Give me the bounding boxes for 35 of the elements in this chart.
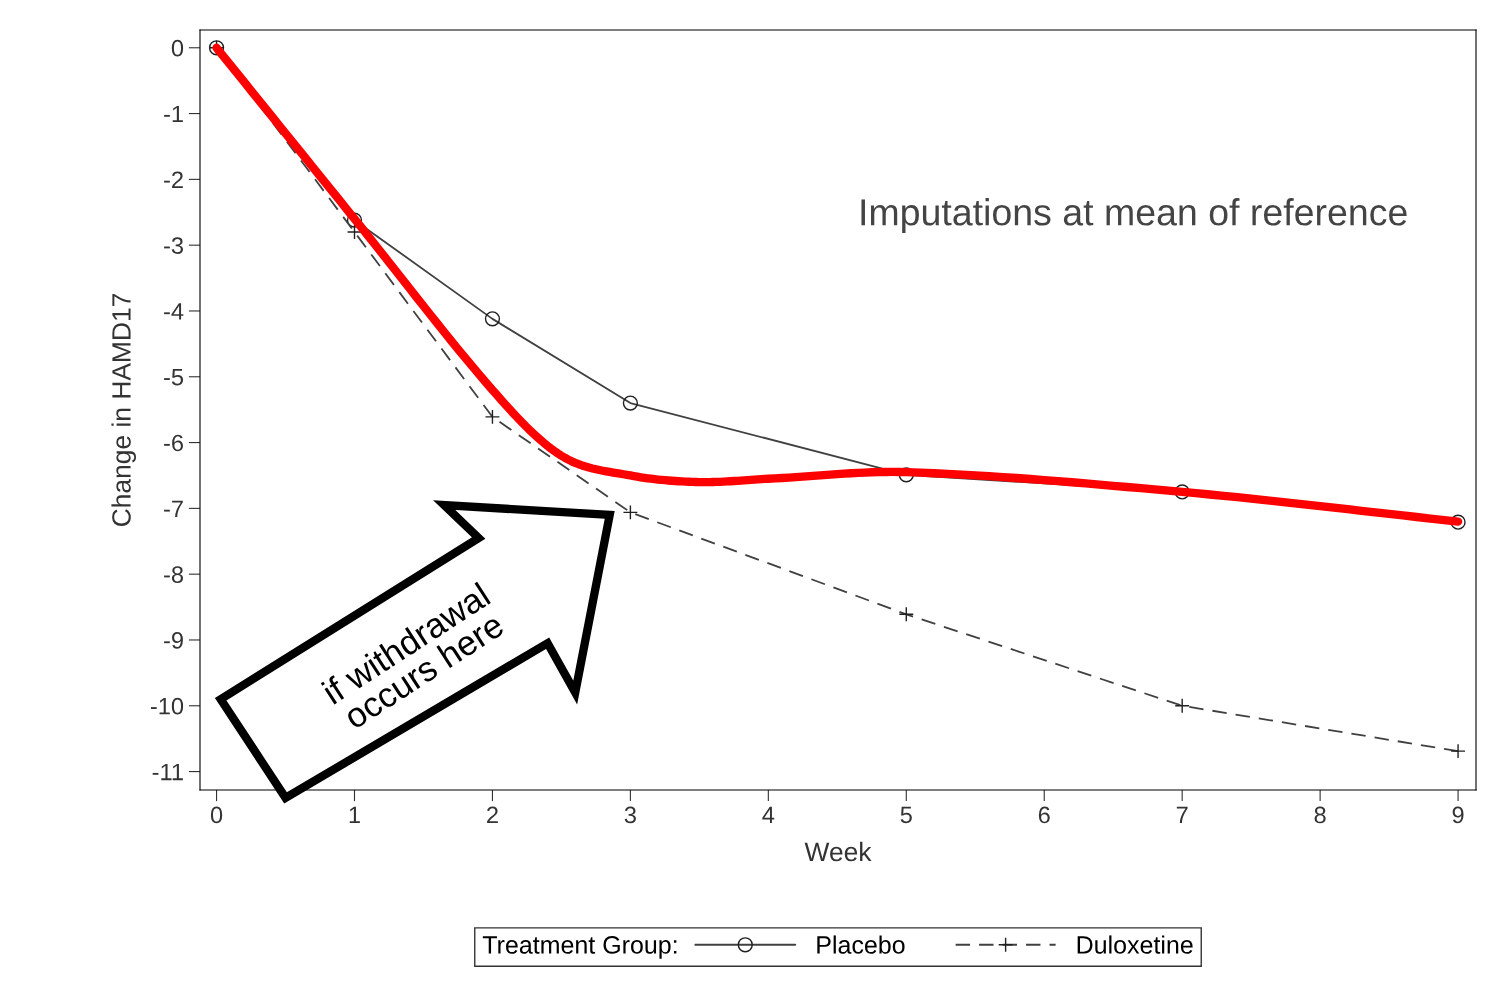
x-tick-label: 5: [900, 806, 912, 824]
point: [484, 311, 501, 327]
y-tick-label: -8: [164, 566, 183, 583]
point: [346, 224, 363, 240]
point: [622, 395, 639, 411]
y-tick-label: 0: [171, 39, 184, 57]
x-tick-label: 8: [1314, 806, 1326, 824]
x-tick-label: 3: [624, 806, 636, 824]
x-tick-label: 1: [349, 806, 360, 824]
point: [898, 606, 914, 622]
x-tick-label: 2: [487, 806, 498, 824]
x-axis-title: Week: [804, 841, 872, 862]
x-tick-label: 4: [762, 806, 775, 824]
y-tick-label: -7: [164, 500, 183, 517]
x-tick-label: 7: [1176, 806, 1188, 824]
y-tick-label: -11: [152, 763, 183, 781]
y-tick-label: -3: [164, 237, 183, 254]
legend-title: Treatment Group:: [482, 936, 677, 959]
point: [484, 409, 501, 425]
y-tick-label: -2: [164, 171, 183, 188]
y-tick-label: -1: [164, 105, 183, 123]
y-tick-label: -9: [164, 632, 183, 649]
y-tick-label: -5: [164, 369, 184, 386]
y-tick-label: -4: [164, 303, 184, 320]
annotation: Imputations at mean of reference: [861, 198, 1407, 234]
legend-label: Placebo: [817, 935, 905, 954]
point: [1174, 698, 1190, 714]
x-tick-label: 0: [210, 806, 223, 824]
x-tick-label: 9: [1452, 806, 1464, 824]
legend-label: Duloxetine: [1077, 935, 1193, 954]
x-tick-label: 6: [1038, 806, 1050, 824]
point: [622, 504, 639, 520]
y-axis-title: Change in HAMD17: [111, 293, 137, 526]
y-tick-label: -6: [164, 434, 183, 452]
y-tick-label: -10: [150, 697, 184, 715]
